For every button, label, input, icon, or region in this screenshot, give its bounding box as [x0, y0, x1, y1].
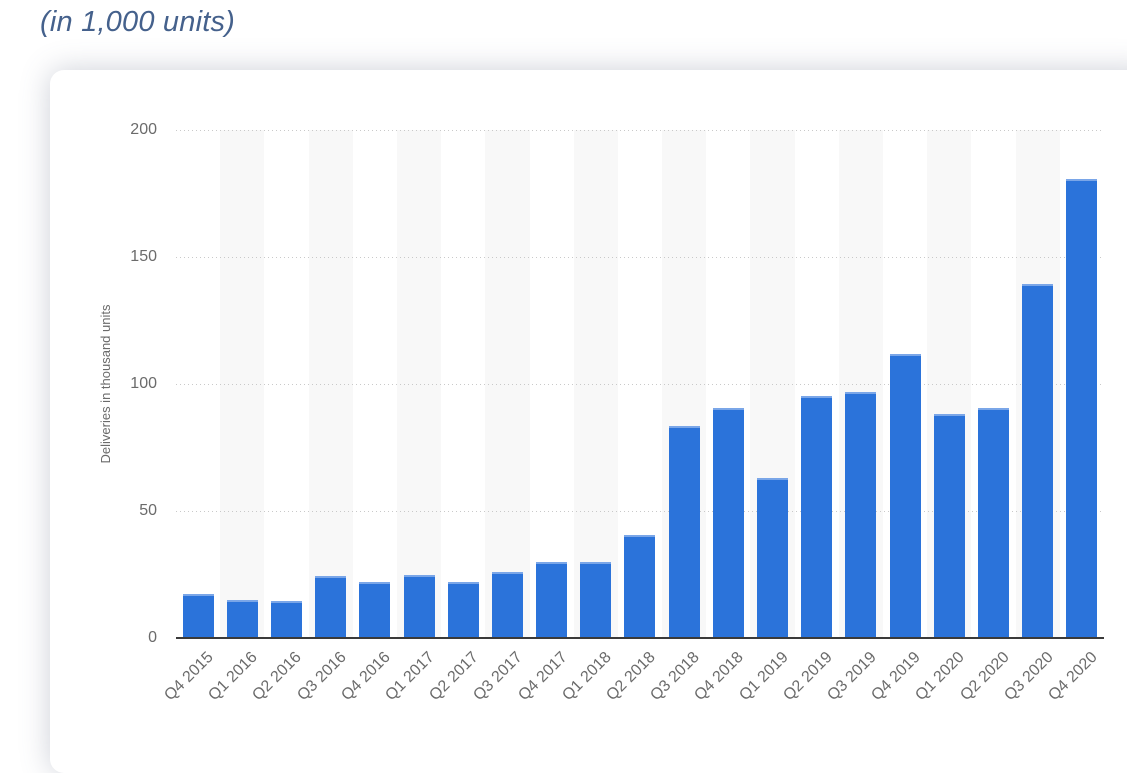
category-slot	[883, 130, 927, 638]
bar[interactable]	[668, 425, 700, 638]
y-tick-label: 150	[130, 248, 157, 265]
y-tick-label: 0	[148, 629, 157, 646]
bar[interactable]	[359, 581, 391, 638]
bar[interactable]	[447, 582, 479, 638]
bar[interactable]	[845, 391, 877, 638]
bar[interactable]	[712, 407, 744, 638]
category-slot	[176, 130, 220, 638]
category-slot	[353, 130, 397, 638]
page-title: (in 1,000 units)	[40, 6, 236, 38]
y-tick-label: 200	[130, 121, 157, 138]
category-slot	[618, 130, 662, 638]
y-tick-label: 100	[130, 375, 157, 392]
bar[interactable]	[1066, 179, 1098, 638]
bar[interactable]	[536, 562, 568, 638]
chart-card: Deliveries in thousand units 200 150 100 50…	[50, 70, 1127, 773]
bar[interactable]	[1022, 284, 1054, 638]
category-slot	[1060, 130, 1104, 638]
category-slot	[441, 130, 485, 638]
bar[interactable]	[977, 407, 1009, 638]
gridline	[176, 511, 1104, 512]
bar-chart: Deliveries in thousand units 200 150 100 50…	[50, 70, 1127, 773]
bar[interactable]	[801, 396, 833, 638]
category-slot	[795, 130, 839, 638]
category-slot	[706, 130, 750, 638]
bar[interactable]	[889, 353, 921, 638]
bar[interactable]	[580, 561, 612, 638]
bar[interactable]	[933, 413, 965, 638]
category-slot	[1015, 130, 1060, 638]
bar[interactable]	[403, 574, 435, 638]
plot-area	[176, 130, 1104, 639]
y-tick-label: 50	[139, 502, 157, 519]
bar[interactable]	[226, 600, 258, 638]
category-slot	[264, 130, 308, 638]
bar[interactable]	[182, 593, 214, 638]
category-slot	[971, 130, 1015, 638]
bar[interactable]	[315, 575, 347, 638]
bar[interactable]	[491, 571, 523, 638]
x-axis-line	[176, 637, 1104, 639]
category-slot	[530, 130, 574, 638]
bar[interactable]	[624, 534, 656, 638]
gridline	[176, 257, 1104, 258]
gridline	[176, 130, 1104, 131]
gridline	[176, 384, 1104, 385]
bar[interactable]	[270, 601, 302, 638]
bar[interactable]	[757, 478, 789, 638]
